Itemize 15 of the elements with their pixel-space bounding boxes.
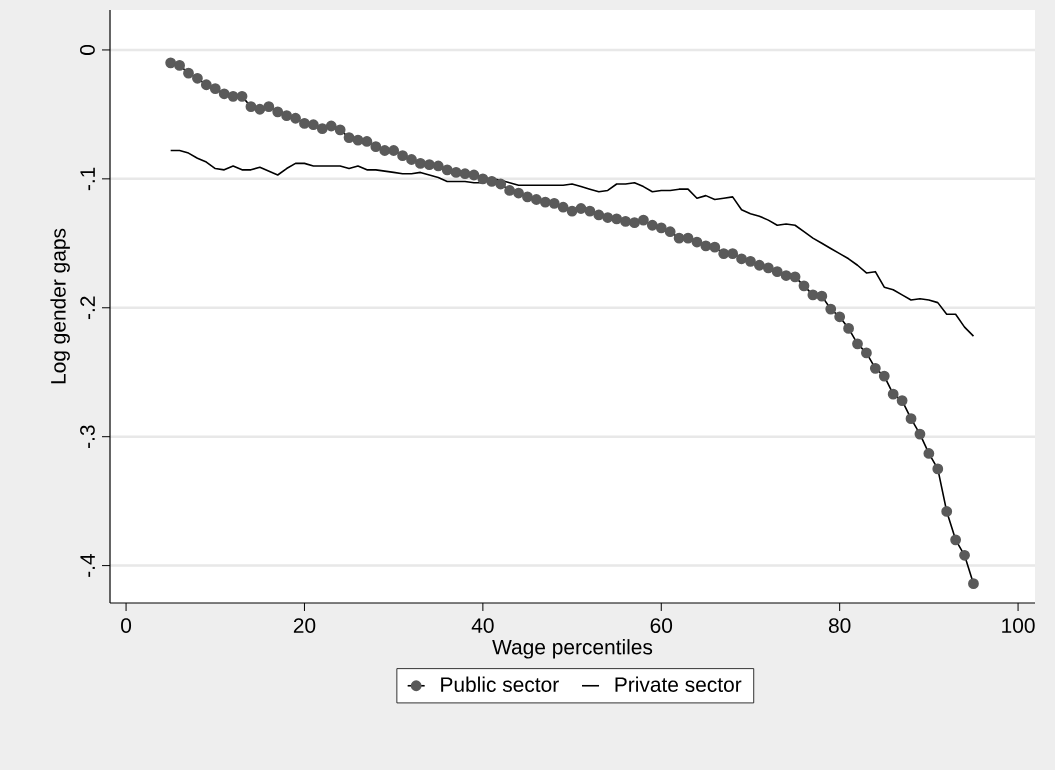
y-tick-label: -.4 [80,554,95,577]
x-tick-label: 60 [650,618,673,633]
y-tick-label: -.3 [80,425,95,448]
y-tick-label: 0 [80,44,95,55]
legend-label: Public sector [441,676,559,692]
x-tick-label: 80 [828,618,851,633]
y-tick-label: -.2 [80,296,95,320]
x-tick-label: 0 [121,618,132,633]
x-tick-label: 40 [471,618,494,633]
x-axis-title: Wage percentiles [492,639,653,659]
y-axis-title: Log gender gaps [50,228,70,384]
x-tick-label: 100 [1002,618,1035,633]
legend-label: Private sector [615,676,742,692]
x-tick-label: 20 [293,618,316,633]
y-tick-label: -.1 [80,167,95,191]
